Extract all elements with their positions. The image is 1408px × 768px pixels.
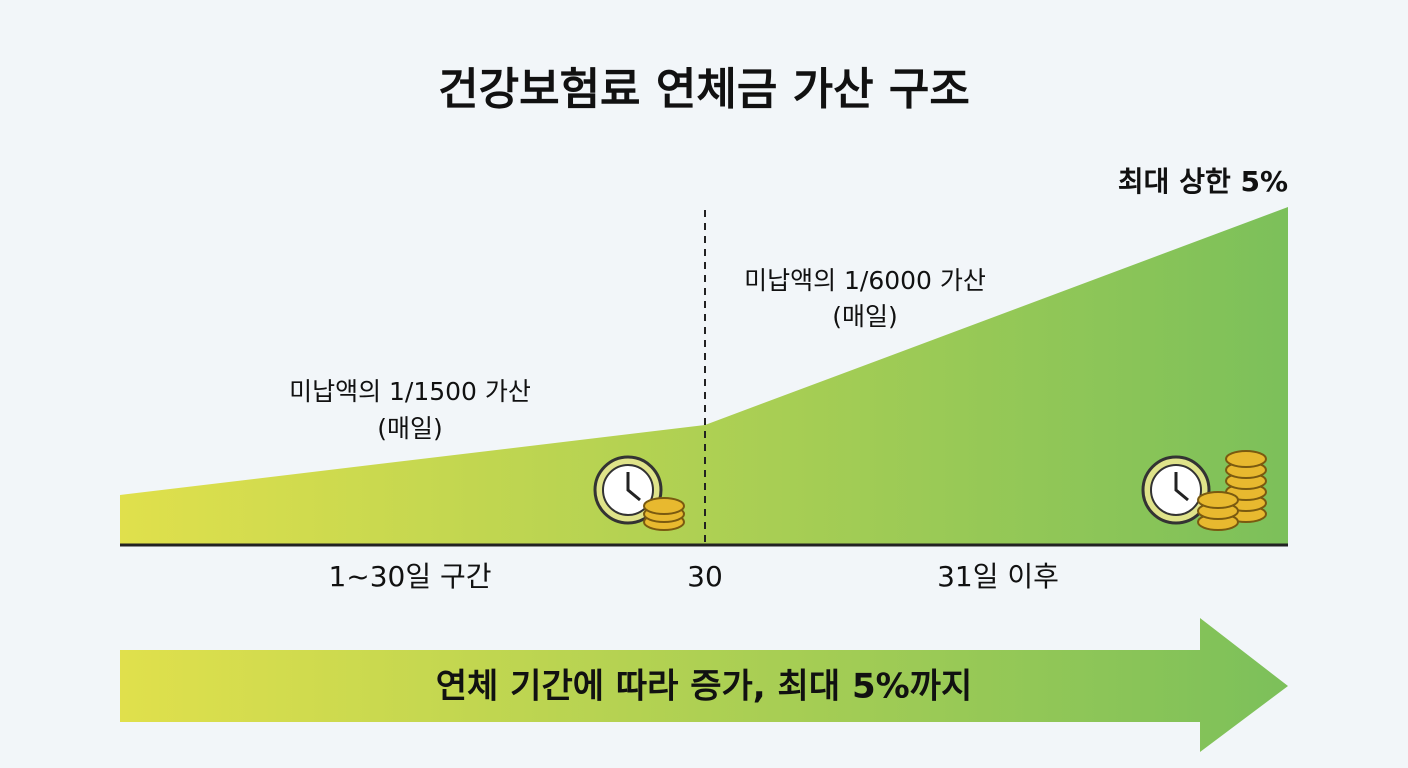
coins-icon bbox=[643, 497, 685, 531]
period-label: 1~30일 구간 bbox=[328, 560, 491, 593]
cap-label: 최대 상한 5% bbox=[1118, 165, 1288, 198]
segment-sub: (매일) bbox=[832, 302, 898, 331]
growth-area bbox=[120, 207, 1288, 545]
clock-icon bbox=[1141, 455, 1211, 525]
arrow-text: 연체 기간에 따라 증가, 최대 5%까지 bbox=[436, 667, 972, 707]
coins-icon bbox=[1197, 450, 1267, 531]
segment-sub: (매일) bbox=[377, 414, 443, 443]
title: 건강보험료 연체금 가산 구조 bbox=[438, 64, 970, 115]
segment-label: 미납액의 1/1500 가산 bbox=[289, 377, 531, 406]
segment-label: 미납액의 1/6000 가산 bbox=[744, 266, 986, 295]
divider-label: 30 bbox=[687, 560, 723, 593]
progress-arrow bbox=[120, 618, 1288, 752]
period-label: 31일 이후 bbox=[937, 560, 1059, 593]
